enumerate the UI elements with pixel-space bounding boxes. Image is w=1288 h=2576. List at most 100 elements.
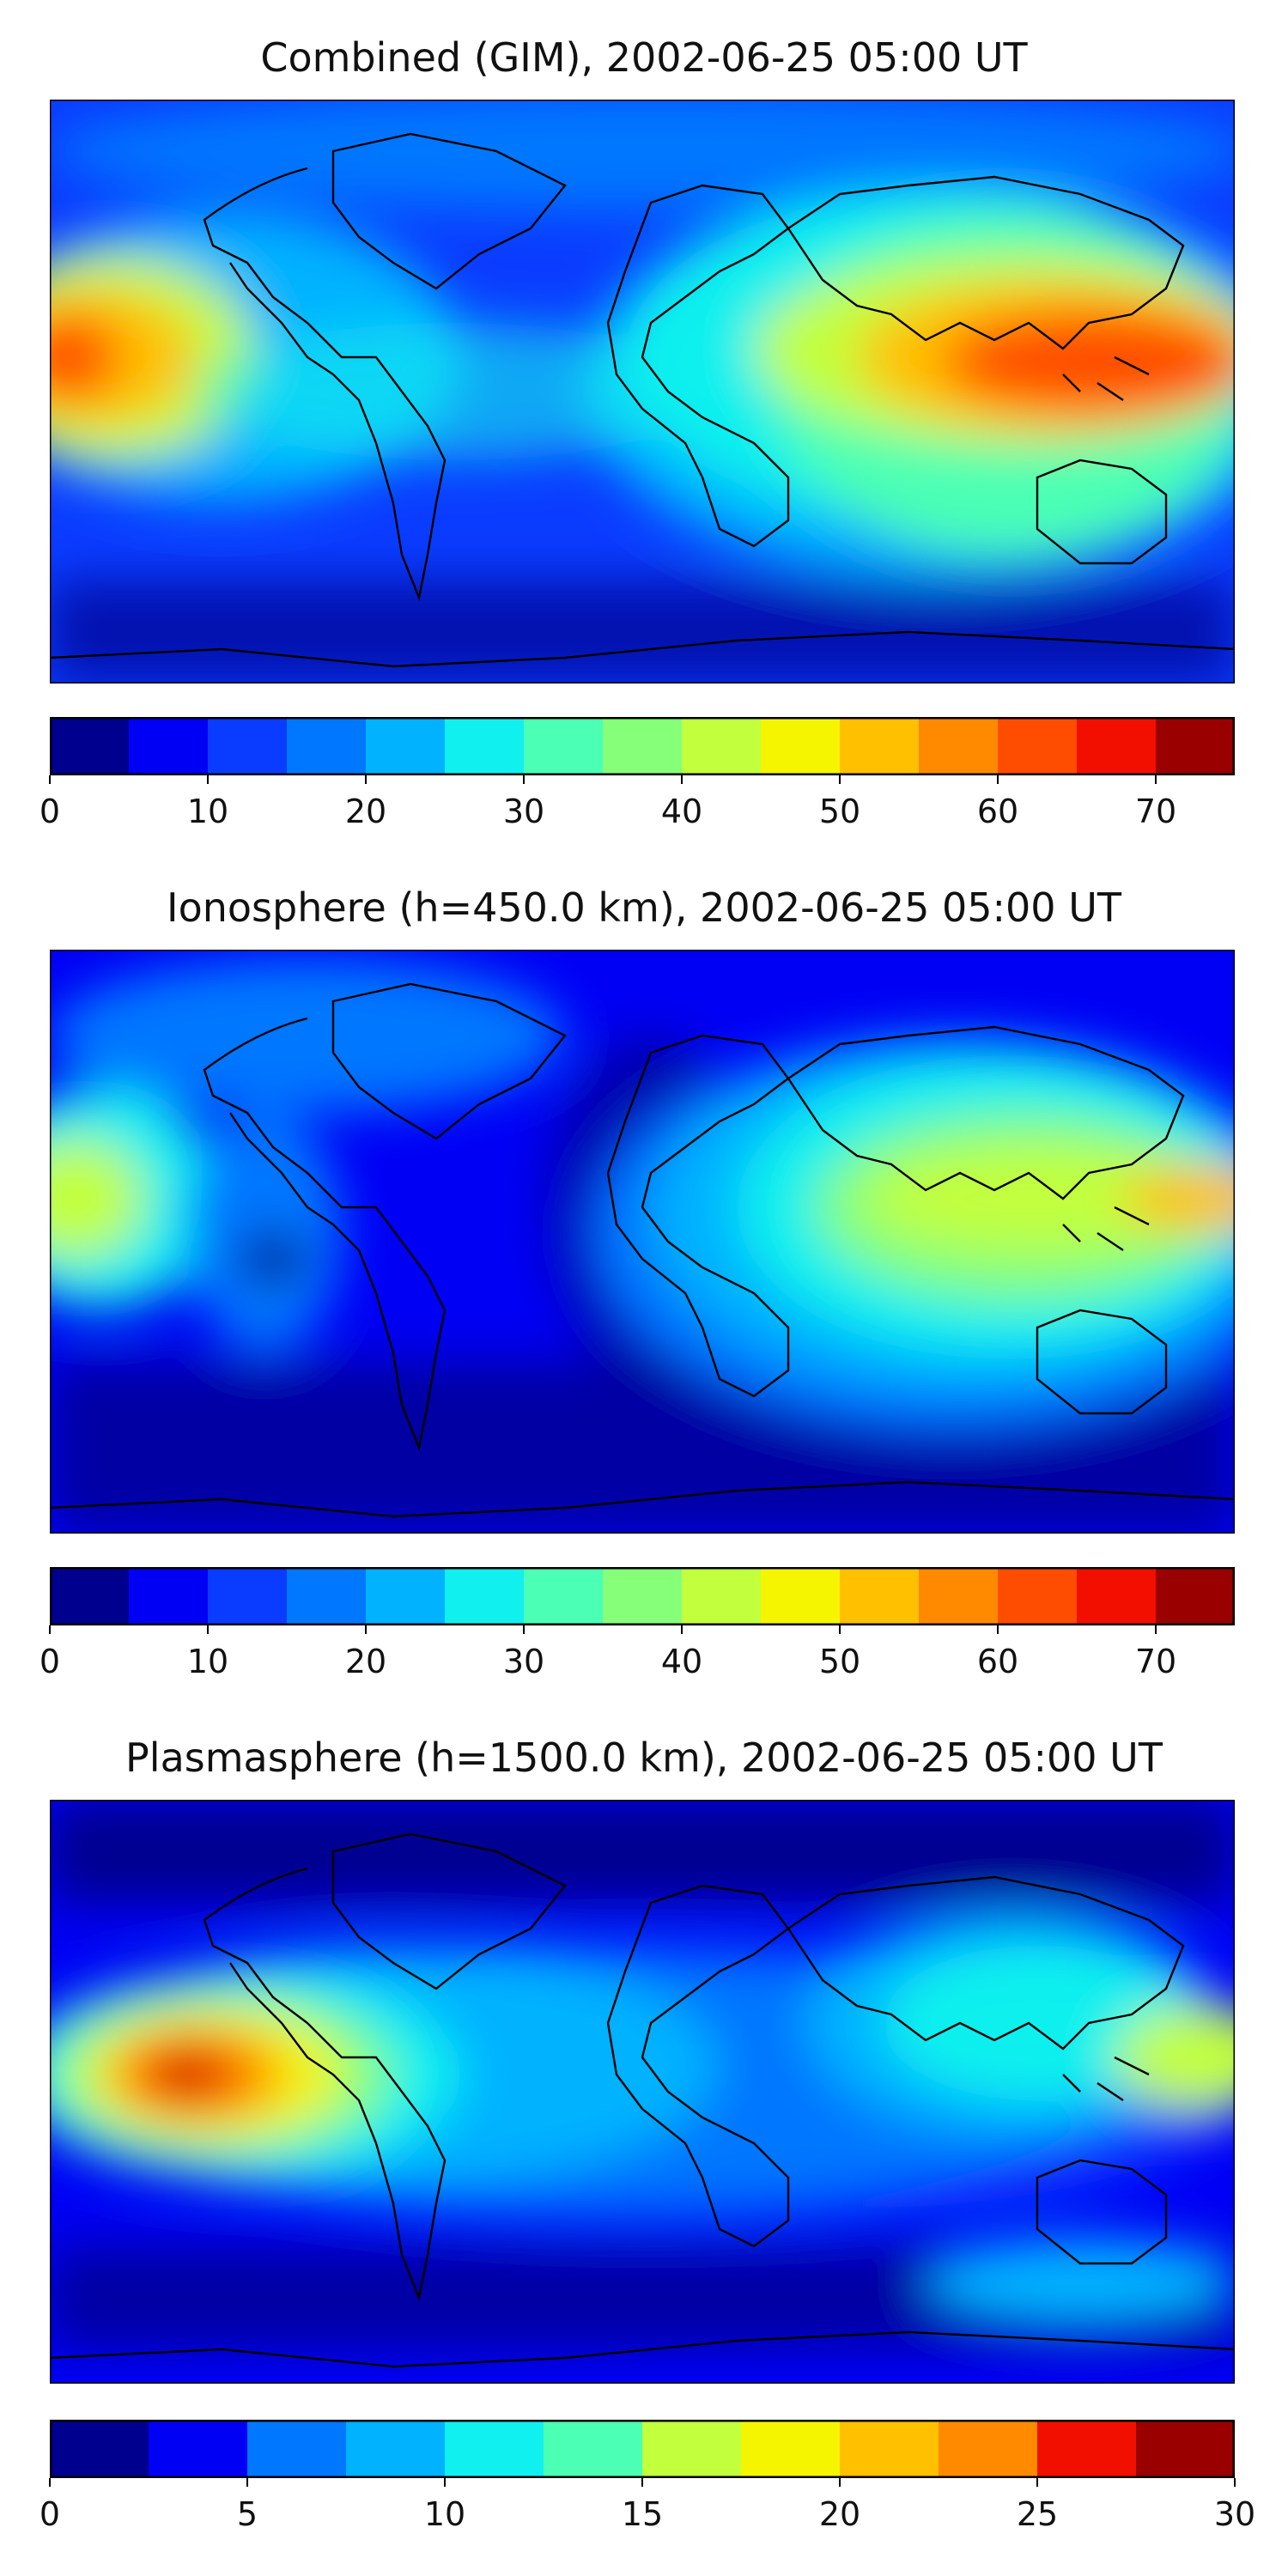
colorbar-segment — [287, 717, 367, 775]
colorbar-tick-mark — [839, 775, 841, 784]
colorbar-segment — [208, 1567, 288, 1625]
colorbar-tick-label: 5 — [236, 2495, 258, 2533]
panel-2-title: Ionosphere (h=450.0 km), 2002-06-25 05:0… — [167, 884, 1121, 931]
colorbar-segment — [287, 1567, 367, 1625]
colorbar-segment — [998, 717, 1078, 775]
colorbar-tick-mark — [207, 775, 209, 784]
colorbar-tick-label: 40 — [660, 793, 703, 830]
colorbar-tick-label: 10 — [423, 2495, 466, 2533]
colorbar-frame — [50, 717, 1235, 775]
colorbar-tick-mark — [997, 775, 999, 784]
panel-2-colorbar-ticks: 0 10 20 30 40 50 60 70 — [39, 1625, 1235, 1680]
colorbar-tick-label: 20 — [818, 2495, 861, 2533]
colorbar-tick-label: 60 — [976, 793, 1019, 830]
colorbar-tick-label: 30 — [502, 793, 545, 830]
colorbar-segment — [524, 717, 604, 775]
colorbar-segment — [50, 2420, 149, 2478]
colorbar-frame — [50, 2420, 1235, 2478]
colorbar-segment — [1077, 717, 1157, 775]
colorbar-segment — [445, 1567, 525, 1625]
colorbar-tick-label: 70 — [1134, 793, 1177, 830]
panel-3-map — [50, 1800, 1235, 2384]
colorbar-tick-mark — [641, 2478, 643, 2487]
colorbar-tick-label: 50 — [818, 793, 861, 830]
colorbar-segment — [939, 2420, 1038, 2478]
colorbar-segment — [247, 2420, 347, 2478]
colorbar-segment — [445, 2420, 544, 2478]
colorbar-tick-mark — [207, 1625, 209, 1634]
colorbar-tick-mark — [839, 2478, 841, 2487]
panel-1-colorbar — [50, 717, 1235, 775]
colorbar-tick-mark — [1036, 2478, 1038, 2487]
panel-1-map — [50, 100, 1235, 683]
colorbar-tick-mark — [997, 1625, 999, 1634]
colorbar-segment — [682, 1567, 762, 1625]
colorbar-segment — [1077, 1567, 1157, 1625]
colorbar-segment — [1037, 2420, 1137, 2478]
colorbar-tick-label: 0 — [39, 2495, 61, 2533]
colorbar-tick-label: 30 — [1213, 2495, 1256, 2533]
colorbar-segment — [741, 2420, 841, 2478]
panel-2-map — [50, 950, 1235, 1534]
colorbar-segment — [761, 1567, 841, 1625]
colorbar-tick-label: 50 — [818, 1643, 861, 1680]
colorbar-segment — [1136, 2420, 1235, 2478]
panel-1-title: Combined (GIM), 2002-06-25 05:00 UT — [260, 34, 1028, 81]
colorbar-segment — [208, 717, 288, 775]
colorbar-tick-label: 40 — [660, 1643, 703, 1680]
colorbar-tick-label: 15 — [621, 2495, 664, 2533]
colorbar-tick-mark — [523, 775, 525, 784]
colorbar-tick-label: 10 — [186, 1643, 229, 1680]
colorbar-segment — [149, 2420, 248, 2478]
colorbar-segment — [366, 1567, 446, 1625]
colorbar-segment — [129, 1567, 209, 1625]
colorbar-segment — [919, 717, 999, 775]
colorbar-tick-mark — [1155, 1625, 1157, 1634]
colorbar-tick-label: 70 — [1134, 1643, 1177, 1680]
colorbar-segment — [366, 717, 446, 775]
colorbar-segment — [840, 2420, 939, 2478]
colorbar-tick-mark — [49, 2478, 51, 2487]
colorbar-tick-mark — [1155, 775, 1157, 784]
colorbar-tick-label: 30 — [502, 1643, 545, 1680]
colorbar-segment — [998, 1567, 1078, 1625]
panel-1-colorbar-ticks: 0 10 20 30 40 50 60 70 — [39, 775, 1235, 830]
colorbar-tick-mark — [365, 1625, 367, 1634]
colorbar-tick-mark — [681, 775, 683, 784]
colorbar-segment — [1156, 717, 1235, 775]
colorbar-tick-label: 0 — [39, 1643, 61, 1680]
colorbar-tick-mark — [365, 775, 367, 784]
colorbar-tick-mark — [1234, 2478, 1236, 2487]
panel-1-coastlines — [50, 132, 1235, 668]
panel-3-colorbar — [50, 2420, 1235, 2478]
colorbar-segment — [642, 2420, 742, 2478]
colorbar-tick-label: 60 — [976, 1643, 1019, 1680]
colorbar-tick-label: 20 — [344, 1643, 387, 1680]
colorbar-segment — [1156, 1567, 1235, 1625]
colorbar-tick-label: 25 — [1016, 2495, 1059, 2533]
colorbar-segment — [761, 717, 841, 775]
panel-2-colorbar — [50, 1567, 1235, 1625]
colorbar-frame — [50, 1567, 1235, 1625]
colorbar-tick-label: 20 — [344, 793, 387, 830]
colorbar-segment — [919, 1567, 999, 1625]
colorbar-tick-mark — [839, 1625, 841, 1634]
colorbar-segment — [346, 2420, 446, 2478]
colorbar-tick-mark — [523, 1625, 525, 1634]
colorbar-segment — [603, 717, 683, 775]
colorbar-segment — [840, 717, 920, 775]
panel-3-title: Plasmasphere (h=1500.0 km), 2002-06-25 0… — [125, 1735, 1163, 1781]
colorbar-segment — [50, 1567, 130, 1625]
colorbar-tick-mark — [444, 2478, 446, 2487]
colorbar-segment — [129, 717, 209, 775]
colorbar-tick-mark — [49, 1625, 51, 1634]
colorbar-segment — [524, 1567, 604, 1625]
colorbar-segment — [544, 2420, 643, 2478]
colorbar-segment — [445, 717, 525, 775]
colorbar-tick-mark — [49, 775, 51, 784]
colorbar-tick-label: 0 — [39, 793, 61, 830]
panel-2-coastlines — [50, 982, 1235, 1518]
panel-3-coastlines — [50, 1832, 1235, 2368]
colorbar-segment — [603, 1567, 683, 1625]
panel-3-colorbar-ticks: 0 5 10 15 20 25 30 — [39, 2478, 1255, 2533]
